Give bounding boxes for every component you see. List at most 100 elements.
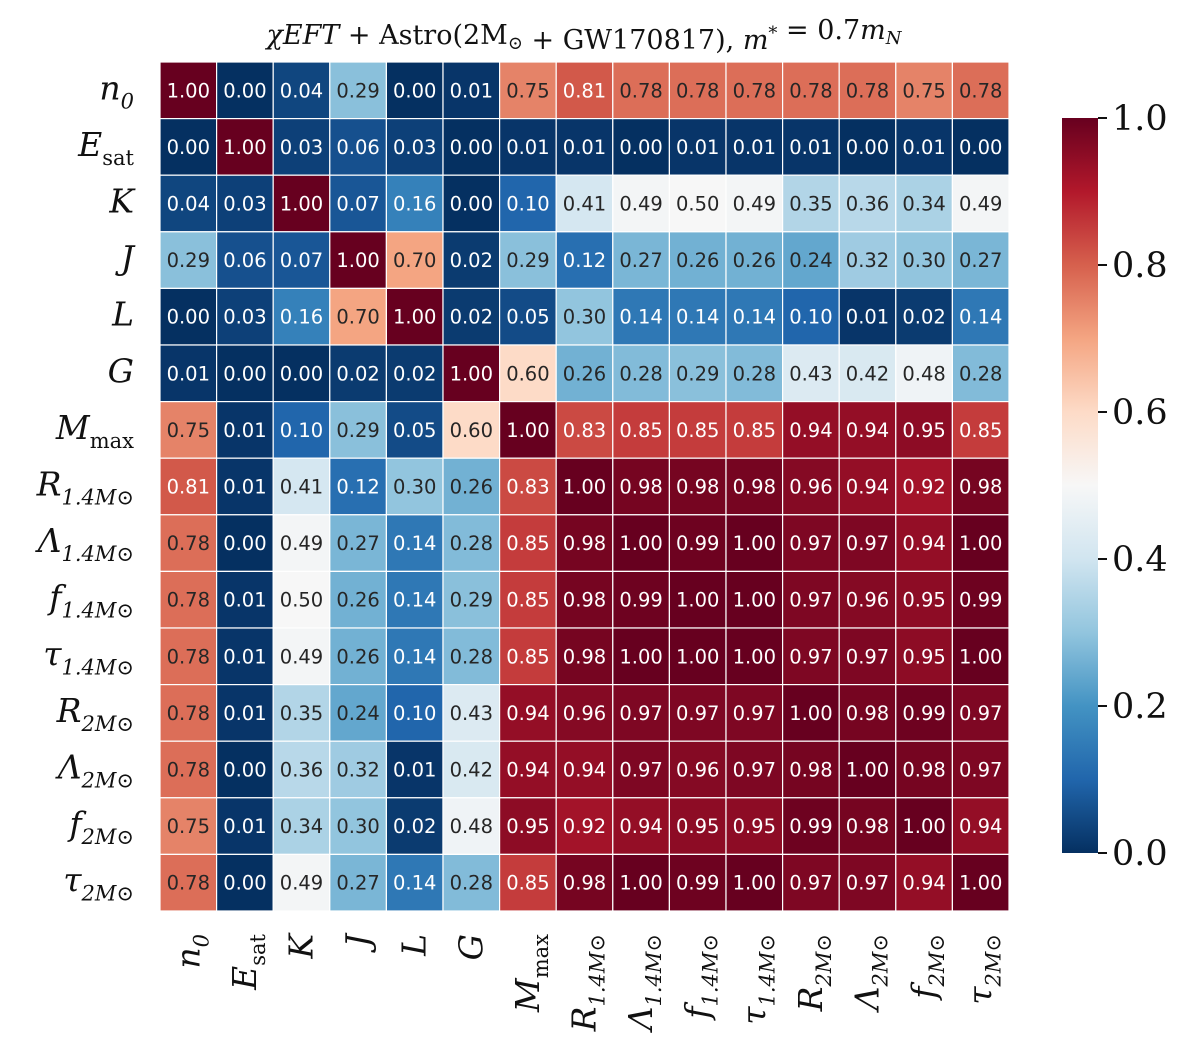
heatmap-cell-r5-c6 — [499, 344, 557, 403]
colorbar-tick-label: 0.8 — [1112, 246, 1168, 286]
heatmap-cell-value: 0.04 — [167, 193, 210, 216]
x-tick-label-r2msun: R2M⊙ — [791, 934, 836, 1012]
heatmap-cell-r8-c13 — [895, 514, 953, 572]
heatmap-cell-value: 0.78 — [167, 532, 210, 555]
heatmap-cell-r7-c13 — [895, 457, 953, 516]
heatmap-cell-value: 0.36 — [280, 759, 323, 782]
heatmap-cell-value: 0.98 — [563, 645, 606, 668]
heatmap-cell-r10-c12 — [838, 627, 897, 686]
heatmap-cell-r5-c11 — [781, 344, 840, 403]
heatmap-cell-value: 0.96 — [563, 702, 606, 725]
heatmap-cell-value: 0.97 — [789, 645, 832, 668]
heatmap-cell-r2-c14 — [951, 174, 1010, 233]
heatmap-cell-r6-c0 — [159, 401, 218, 459]
heatmap-cell-r4-c6 — [499, 287, 557, 346]
colorbar-tick-label: 0.0 — [1112, 834, 1168, 874]
heatmap-cell-r13-c1 — [216, 797, 274, 855]
heatmap-cell-value: 0.01 — [223, 815, 266, 838]
heatmap-cell-r8-c5 — [442, 514, 501, 572]
heatmap-cell-value: 0.94 — [506, 702, 549, 725]
y-tick-label-r2msun: R2M⊙ — [56, 691, 134, 736]
heatmap-cell-r9-c2 — [272, 570, 331, 629]
heatmap-cell-r13-c14 — [951, 797, 1010, 855]
colorbar-gradient — [1062, 118, 1098, 853]
heatmap-cell-value: 0.99 — [789, 815, 832, 838]
heatmap-cell-value: 0.03 — [223, 193, 266, 216]
heatmap-cell-value: 0.01 — [676, 136, 719, 159]
heatmap-cell-r8-c3 — [329, 514, 387, 572]
x-tick-label-f1-4msun: f1.4M⊙ — [678, 934, 723, 1022]
heatmap-cell-r14-c7 — [555, 853, 614, 912]
colorbar: 0.0 0.2 0.4 0.6 0.8 1.0 — [1062, 99, 1168, 874]
heatmap-cell-r0-c5 — [442, 61, 501, 120]
heatmap-cell-r8-c6 — [499, 514, 557, 572]
heatmap-cell-value: 0.29 — [450, 589, 493, 612]
heatmap-cell-r5-c14 — [951, 344, 1010, 403]
heatmap-cell-r7-c12 — [838, 457, 897, 516]
heatmap-cell-value: 0.78 — [789, 79, 832, 102]
heatmap-cell-r5-c8 — [612, 344, 670, 403]
heatmap-cell-value: 0.02 — [450, 306, 493, 329]
heatmap-cell-r14-c3 — [329, 853, 387, 912]
heatmap-cell-value: 0.94 — [846, 476, 889, 499]
heatmap-cell-value: 0.98 — [676, 476, 719, 499]
heatmap-cell-r0-c9 — [668, 61, 727, 120]
heatmap-cell-r4-c12 — [838, 287, 897, 346]
heatmap-cell-r2-c11 — [781, 174, 840, 233]
heatmap-cell-value: 0.29 — [506, 249, 549, 272]
heatmap-cell-value: 0.27 — [336, 532, 379, 555]
heatmap-cell-value: 0.49 — [733, 193, 776, 216]
heatmap-cell-r10-c14 — [951, 627, 1010, 686]
heatmap-cell-value: 0.94 — [619, 815, 662, 838]
heatmap-cell-r4-c5 — [442, 287, 501, 346]
heatmap-cell-r9-c12 — [838, 570, 897, 629]
heatmap-cell-r6-c6 — [499, 401, 557, 459]
heatmap-cell-value: 0.99 — [902, 702, 945, 725]
heatmap-cell-value: 0.02 — [902, 306, 945, 329]
heatmap-cell-value: 1.00 — [619, 872, 662, 895]
heatmap-cell-value: 0.01 — [393, 759, 436, 782]
heatmap-cell-value: 0.00 — [959, 136, 1002, 159]
heatmap-cell-value: 0.00 — [619, 136, 662, 159]
y-tick-label-j: J — [115, 238, 136, 277]
heatmap-cell-value: 0.35 — [280, 702, 323, 725]
y-tick-label-l: L — [111, 295, 134, 334]
heatmap-cell-value: 0.75 — [902, 79, 945, 102]
heatmap-cell-r6-c8 — [612, 401, 670, 459]
heatmap-cell-value: 0.98 — [733, 476, 776, 499]
heatmap-cell-value: 0.29 — [336, 419, 379, 442]
heatmap-cell-r11-c10 — [725, 683, 784, 742]
heatmap-cell-value: 0.95 — [902, 419, 945, 442]
heatmap-cell-r4-c13 — [895, 287, 953, 346]
heatmap-cell-value: 0.00 — [223, 79, 266, 102]
heatmap-cell-value: 0.98 — [846, 815, 889, 838]
heatmap-cell-value: 0.78 — [619, 79, 662, 102]
heatmap-cell-value: 1.00 — [733, 872, 776, 895]
heatmap-cell-r12-c0 — [159, 740, 218, 799]
heatmap-cell-value: 0.00 — [167, 306, 210, 329]
heatmap-cell-value: 0.92 — [563, 815, 606, 838]
heatmap-cell-value: 0.35 — [789, 193, 832, 216]
heatmap-cell-r7-c14 — [951, 457, 1010, 516]
heatmap-cell-r11-c7 — [555, 683, 614, 742]
heatmap-cell-value: 0.29 — [167, 249, 210, 272]
heatmap-cell-r3-c8 — [612, 231, 670, 290]
heatmap-cell-r13-c11 — [781, 797, 840, 855]
colorbar-tick-label: 0.4 — [1112, 540, 1168, 580]
heatmap-cell-value: 0.02 — [393, 815, 436, 838]
heatmap-cell-value: 0.06 — [223, 249, 266, 272]
heatmap-cell-value: 0.41 — [280, 476, 323, 499]
heatmap-cell-value: 0.01 — [450, 79, 493, 102]
heatmap-cell-r11-c12 — [838, 683, 897, 742]
heatmap-cell-value: 0.60 — [506, 362, 549, 385]
heatmap-cell-value: 0.50 — [280, 589, 323, 612]
heatmap-cell-value: 0.60 — [450, 419, 493, 442]
heatmap-cell-value: 0.98 — [563, 589, 606, 612]
heatmap-cell-value: 0.48 — [450, 815, 493, 838]
heatmap-cell-value: 0.83 — [563, 419, 606, 442]
heatmap-cell-value: 0.94 — [902, 872, 945, 895]
heatmap-cell-r11-c0 — [159, 683, 218, 742]
heatmap-cell-r8-c7 — [555, 514, 614, 572]
x-tick-label-j: J — [338, 932, 377, 953]
